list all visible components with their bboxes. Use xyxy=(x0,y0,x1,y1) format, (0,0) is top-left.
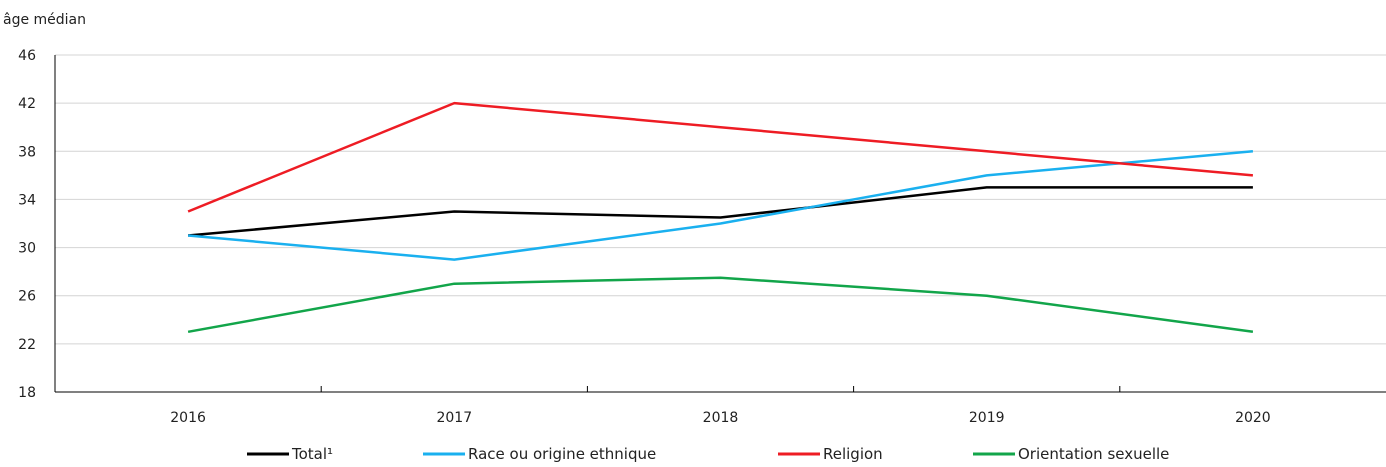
x-tick-label: 2019 xyxy=(969,410,1005,426)
legend-label: Religion xyxy=(823,445,883,463)
gridlines xyxy=(55,54,1386,345)
x-tick-label: 2016 xyxy=(170,410,206,426)
legend-label: Race ou origine ethnique xyxy=(468,445,656,463)
y-tick-label: 30 xyxy=(18,241,36,257)
y-tick-label: 46 xyxy=(18,48,36,64)
y-tick-label: 18 xyxy=(18,385,36,401)
x-tick-label: 2020 xyxy=(1235,410,1271,426)
x-tick-label: 2018 xyxy=(703,410,739,426)
axes: 18 22 26 30 34 38 42 46 2016 2017 2018 2019 2020 xyxy=(18,48,1386,426)
y-tick-label: 42 xyxy=(18,96,36,112)
y-tick-label: 26 xyxy=(18,289,36,305)
y-axis-title: âge médian xyxy=(3,12,86,28)
series-line-3 xyxy=(187,101,1254,213)
y-tick-label: 38 xyxy=(18,144,36,160)
y-tick-label: 22 xyxy=(18,337,36,353)
series-line-1 xyxy=(187,186,1253,237)
y-tick-label: 34 xyxy=(18,192,36,208)
series-line-4 xyxy=(187,276,1254,334)
x-tick-label: 2017 xyxy=(436,410,472,426)
legend: Total¹ Race ou origine ethnique Religion Or… xyxy=(247,445,1169,463)
series-line-2 xyxy=(187,150,1254,261)
series-lines xyxy=(187,101,1254,334)
legend-label: Total¹ xyxy=(291,445,333,463)
legend-label: Orientation sexuelle xyxy=(1018,445,1169,463)
